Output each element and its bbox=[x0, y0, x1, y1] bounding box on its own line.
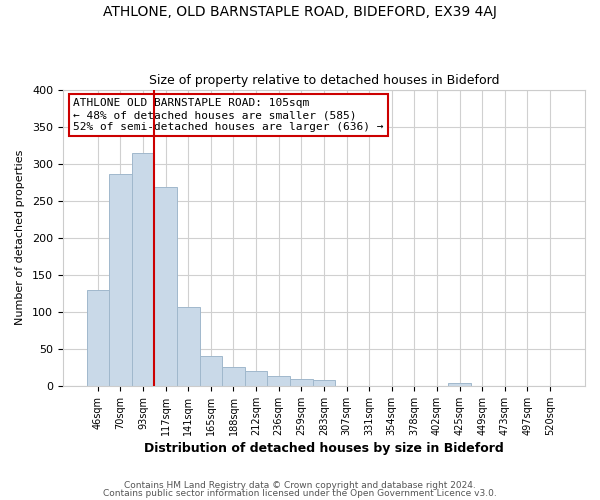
Y-axis label: Number of detached properties: Number of detached properties bbox=[15, 150, 25, 326]
Bar bbox=[86, 290, 109, 386]
Bar bbox=[268, 376, 290, 386]
Text: Contains HM Land Registry data © Crown copyright and database right 2024.: Contains HM Land Registry data © Crown c… bbox=[124, 480, 476, 490]
Bar bbox=[222, 368, 245, 386]
Text: ATHLONE OLD BARNSTAPLE ROAD: 105sqm
← 48% of detached houses are smaller (585)
5: ATHLONE OLD BARNSTAPLE ROAD: 105sqm ← 48… bbox=[73, 98, 384, 132]
X-axis label: Distribution of detached houses by size in Bideford: Distribution of detached houses by size … bbox=[144, 442, 504, 455]
Bar bbox=[200, 356, 222, 386]
Title: Size of property relative to detached houses in Bideford: Size of property relative to detached ho… bbox=[149, 74, 499, 87]
Bar bbox=[154, 188, 177, 386]
Bar bbox=[177, 306, 200, 386]
Bar bbox=[132, 154, 154, 386]
Bar bbox=[109, 174, 132, 386]
Text: ATHLONE, OLD BARNSTAPLE ROAD, BIDEFORD, EX39 4AJ: ATHLONE, OLD BARNSTAPLE ROAD, BIDEFORD, … bbox=[103, 5, 497, 19]
Bar bbox=[245, 371, 268, 386]
Text: Contains public sector information licensed under the Open Government Licence v3: Contains public sector information licen… bbox=[103, 489, 497, 498]
Bar bbox=[290, 378, 313, 386]
Bar bbox=[448, 383, 471, 386]
Bar bbox=[313, 380, 335, 386]
